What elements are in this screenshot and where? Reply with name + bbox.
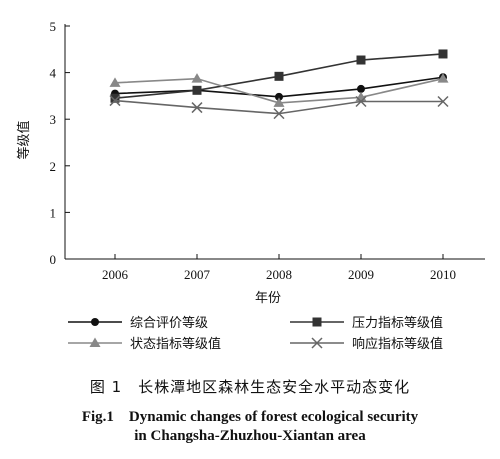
figure-caption-chinese: 图 1 长株潭地区森林生态安全水平动态变化: [89, 378, 411, 396]
legend-label: 综合评价等级: [130, 315, 208, 331]
series-2: [110, 49, 448, 103]
figure-caption-english-line2: in Changsha-Zhuzhou-Xiantan area: [134, 428, 366, 444]
figure-caption-english-line1: Fig.1 Dynamic changes of forest ecologic…: [81, 409, 419, 425]
legend-label: 响应指标等级值: [352, 336, 443, 352]
legend-entry-3: 状态指标等级值: [68, 336, 221, 352]
series-4: [109, 95, 449, 120]
x-tick-label: 2010: [430, 267, 456, 282]
chart-axes: 0 1 2 3 4 5 2006 2007 2008 2009 2010: [50, 19, 485, 282]
legend-square-marker: [312, 317, 322, 327]
circle-marker: [275, 92, 283, 101]
legend-circle-marker: [91, 318, 99, 326]
triangle-marker: [109, 77, 121, 87]
cross-marker: [109, 95, 121, 107]
legend-label: 压力指标等级值: [352, 315, 443, 331]
y-tick-label: 2: [50, 159, 57, 174]
series-layer: [109, 49, 449, 120]
square-marker: [110, 93, 120, 103]
x-tick-label: 2009: [348, 267, 374, 282]
y-tick-label: 3: [50, 112, 57, 127]
square-marker: [356, 55, 366, 65]
legend-entry-4: 响应指标等级值: [290, 336, 443, 352]
legend-entry-1: 综合评价等级: [68, 315, 208, 331]
y-axis-label: 等级值: [16, 120, 32, 159]
cross-marker: [191, 102, 203, 114]
legend-cross-marker: [311, 337, 323, 349]
triangle-marker: [191, 73, 203, 83]
circle-marker: [357, 84, 365, 93]
line-chart: 0 1 2 3 4 5 2006 2007 2008 2009 2010 等级值 年份 综合评价等级…: [16, 19, 485, 352]
triangle-marker: [437, 73, 449, 83]
y-tick-label: 4: [50, 66, 57, 81]
x-axis-label: 年份: [255, 291, 281, 306]
square-marker: [274, 71, 284, 81]
legend-triangle-marker: [89, 337, 101, 347]
x-tick-label: 2007: [184, 267, 211, 282]
y-tick-label: 0: [50, 252, 57, 267]
cross-marker: [437, 95, 449, 108]
cross-marker: [273, 108, 285, 120]
x-tick-label: 2006: [102, 267, 129, 282]
triangle-marker: [273, 97, 285, 107]
y-tick-label: 5: [50, 19, 57, 34]
legend-label: 状态指标等级值: [130, 336, 221, 352]
y-tick-label: 1: [50, 205, 57, 220]
square-marker: [192, 85, 202, 95]
square-marker: [438, 49, 448, 59]
legend-entry-2: 压力指标等级值: [290, 315, 443, 331]
x-tick-label: 2008: [266, 267, 292, 282]
cross-marker: [355, 95, 367, 108]
